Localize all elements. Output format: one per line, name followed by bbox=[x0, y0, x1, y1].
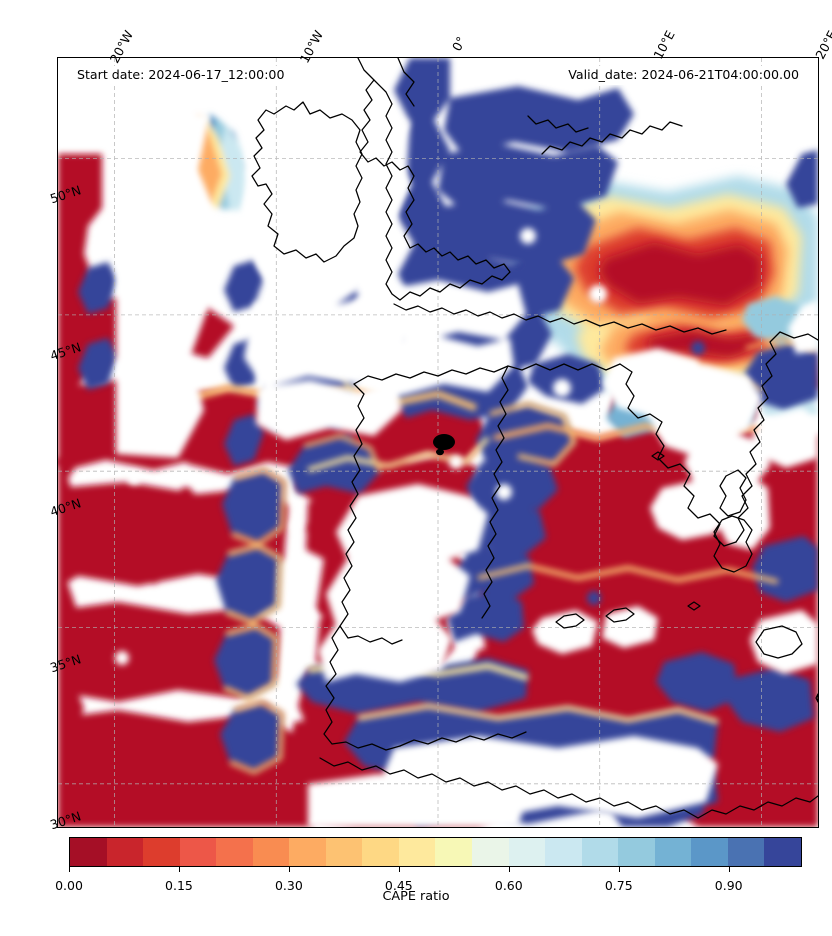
station-marker-group bbox=[433, 434, 455, 456]
colorbar-segment-14 bbox=[581, 838, 619, 866]
colorbar-segment-0 bbox=[70, 838, 107, 866]
colorbar-tick-label-0: 0.00 bbox=[55, 878, 83, 893]
cape-ratio-field bbox=[58, 58, 818, 827]
colorbar-gradient[interactable] bbox=[69, 837, 802, 867]
colorbar-segment-19 bbox=[764, 838, 801, 866]
colorbar-tick-label-6: 0.90 bbox=[714, 878, 743, 893]
colorbar-segment-11 bbox=[472, 838, 509, 866]
colorbar-segment-16 bbox=[654, 838, 692, 866]
valid-date-annotation: Valid_date: 2024-06-21T04:00:00.00 bbox=[563, 66, 804, 86]
colorbar-tick-label-5: 0.75 bbox=[604, 878, 633, 893]
colorbar-segment-2 bbox=[143, 838, 180, 866]
colorbar-tick-5 bbox=[618, 867, 620, 872]
colorbar-tick-label-4: 0.60 bbox=[494, 878, 523, 893]
colorbar-tick-4 bbox=[508, 867, 510, 872]
colorbar-tick-2 bbox=[288, 867, 290, 872]
colorbar-tick-0 bbox=[69, 867, 70, 872]
colorbar-segment-4 bbox=[216, 838, 253, 866]
colorbar-tick-3 bbox=[398, 867, 400, 872]
colorbar-tick-1 bbox=[178, 867, 180, 872]
lat-tick-label-30: 30°N bbox=[48, 808, 83, 833]
colorbar-segment-3 bbox=[179, 838, 217, 866]
colorbar-segment-9 bbox=[398, 838, 436, 866]
lon-tick-label-4: 20°E bbox=[812, 27, 832, 62]
colorbar-segment-10 bbox=[435, 838, 473, 866]
map-plot-area: Start date: 2024-06-17_12:00:00 Valid_da… bbox=[58, 58, 818, 827]
colorbar-segment-15 bbox=[618, 838, 655, 866]
start-date-annotation: Start date: 2024-06-17_12:00:00 bbox=[72, 66, 290, 86]
colorbar-segment-13 bbox=[545, 838, 582, 866]
colorbar[interactable]: 0.00 0.15 0.30 0.45 0.60 0.75 0.90 bbox=[55, 837, 802, 893]
colorbar-segment-12 bbox=[508, 838, 546, 866]
colorbar-tick-label-2: 0.30 bbox=[274, 878, 303, 893]
colorbar-tick-label-3: 0.45 bbox=[384, 878, 413, 893]
colorbar-segment-17 bbox=[691, 838, 728, 866]
colorbar-tick-label-1: 0.15 bbox=[165, 878, 193, 893]
lon-tick-label-2: 0° bbox=[448, 33, 469, 54]
colorbar-segment-7 bbox=[325, 838, 363, 866]
colorbar-tick-6 bbox=[728, 867, 730, 872]
colorbar-segment-5 bbox=[252, 838, 290, 866]
colorbar-axis-label: CAPE ratio bbox=[382, 889, 450, 904]
map-axes[interactable]: Start date: 2024-06-17_12:00:00 Valid_da… bbox=[57, 57, 819, 828]
colorbar-segment-18 bbox=[727, 838, 765, 866]
colorbar-segment-1 bbox=[106, 838, 144, 866]
colorbar-tick-labels: 0.00 0.15 0.30 0.45 0.60 0.75 0.90 bbox=[55, 878, 802, 896]
colorbar-segment-8 bbox=[362, 838, 399, 866]
colorbar-ticks bbox=[69, 867, 802, 875]
colorbar-segment-6 bbox=[289, 838, 326, 866]
